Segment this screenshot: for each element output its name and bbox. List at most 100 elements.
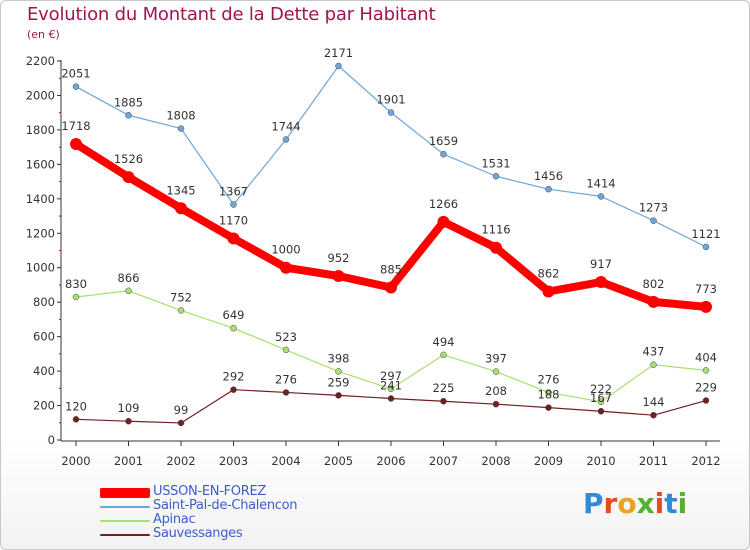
data-label: 862: [538, 267, 560, 281]
data-label: 437: [643, 345, 665, 359]
legend-label: USSON-EN-FOREZ: [153, 484, 266, 499]
data-label: 523: [275, 330, 297, 344]
data-label: 885: [380, 263, 402, 277]
data-point: [492, 368, 500, 375]
x-tick-label: 2003: [219, 454, 248, 468]
data-point: [282, 389, 290, 396]
data-point: [597, 407, 605, 415]
line-chart: 0 200 400 600 800 1000 1200 1400 1600 1800 2000 220…: [26, 46, 721, 468]
data-label: 1000: [271, 243, 300, 257]
data-label: 259: [328, 375, 350, 389]
legend-label: Sauvessanges: [153, 526, 243, 541]
data-label: 2051: [61, 67, 90, 81]
data-point: [385, 281, 397, 294]
data-point: [70, 138, 82, 151]
data-point: [387, 109, 395, 116]
data-point: [440, 397, 447, 405]
data-label: 1718: [61, 119, 90, 133]
data-point: [597, 398, 605, 406]
data-label: 952: [328, 251, 350, 265]
data-label: 276: [275, 372, 297, 386]
x-tick-label: 2005: [324, 454, 353, 468]
y-tick-label: 1800: [26, 123, 55, 137]
y-tick-label: 1600: [26, 157, 55, 171]
data-point: [125, 417, 132, 425]
data-point: [282, 346, 290, 354]
y-tick-label: 1400: [26, 192, 55, 206]
legend-label: Apinac: [153, 512, 196, 527]
data-label: 120: [65, 399, 87, 413]
x-tick-label: 2001: [114, 454, 143, 468]
data-point: [282, 136, 290, 143]
data-label: 398: [328, 351, 350, 365]
data-point: [122, 171, 135, 184]
data-label: 144: [643, 395, 665, 409]
y-tick-label: 2200: [26, 54, 55, 68]
data-point: [387, 385, 395, 393]
data-point: [230, 386, 237, 393]
chart-title: Evolution du Montant de la Dette par Hab…: [27, 4, 436, 25]
data-label: 802: [643, 277, 665, 291]
data-label: 494: [433, 335, 455, 349]
data-point: [702, 397, 710, 404]
data-label: 1266: [429, 197, 458, 211]
data-point: [280, 261, 292, 274]
legend-swatch: [100, 534, 150, 536]
data-label: 276: [538, 372, 560, 386]
data-point: [597, 193, 605, 200]
data-point: [545, 389, 552, 396]
data-point: [702, 367, 710, 374]
data-label: 649: [223, 308, 245, 322]
data-point: [650, 411, 657, 419]
data-label: 297: [380, 369, 402, 383]
data-point: [492, 173, 500, 180]
data-label: 1526: [114, 152, 143, 166]
x-tick-label: 2008: [481, 454, 510, 468]
y-tick-label: 0: [48, 433, 55, 447]
data-label: 1808: [166, 109, 195, 123]
data-label: 208: [485, 384, 507, 398]
data-label: 229: [695, 381, 717, 395]
data-label: 1170: [219, 213, 248, 227]
data-point: [335, 62, 342, 70]
data-point: [542, 285, 555, 298]
x-tick-label: 2004: [271, 454, 300, 468]
x-tick-label: 2012: [691, 454, 720, 468]
data-label: 1659: [429, 134, 458, 148]
data-point: [440, 351, 447, 359]
proxiti-logo: Proxiti: [583, 487, 688, 520]
data-label: 1744: [271, 120, 300, 134]
data-point: [335, 368, 342, 375]
data-label: 1901: [376, 93, 405, 107]
legend-swatch: [100, 520, 150, 522]
data-label: 773: [695, 282, 717, 296]
data-label: 866: [118, 271, 140, 285]
x-tick-label: 2010: [586, 454, 615, 468]
y-tick-label: 1000: [26, 261, 55, 275]
x-tick-label: 2011: [639, 454, 668, 468]
data-point: [125, 287, 132, 295]
data-label: 167: [590, 391, 612, 405]
data-label: 1121: [691, 227, 720, 241]
data-label: 404: [695, 350, 717, 364]
x-tick-label: 2000: [61, 454, 90, 468]
data-label: 830: [65, 277, 87, 291]
data-point: [492, 400, 500, 408]
y-tick-label: 400: [33, 364, 55, 378]
data-point: [72, 416, 80, 423]
data-point: [545, 185, 552, 193]
data-point: [230, 324, 237, 332]
data-label: 241: [380, 378, 402, 392]
legend-swatch: [100, 488, 150, 498]
data-point: [177, 419, 185, 427]
data-point: [175, 202, 187, 215]
data-point: [227, 232, 240, 245]
data-point: [332, 269, 345, 282]
data-point: [700, 300, 712, 313]
x-tick-label: 2002: [166, 454, 195, 468]
y-tick-label: 1200: [26, 226, 55, 240]
data-label: 1273: [639, 201, 668, 215]
data-label: 1116: [481, 223, 510, 237]
data-point: [335, 392, 342, 399]
